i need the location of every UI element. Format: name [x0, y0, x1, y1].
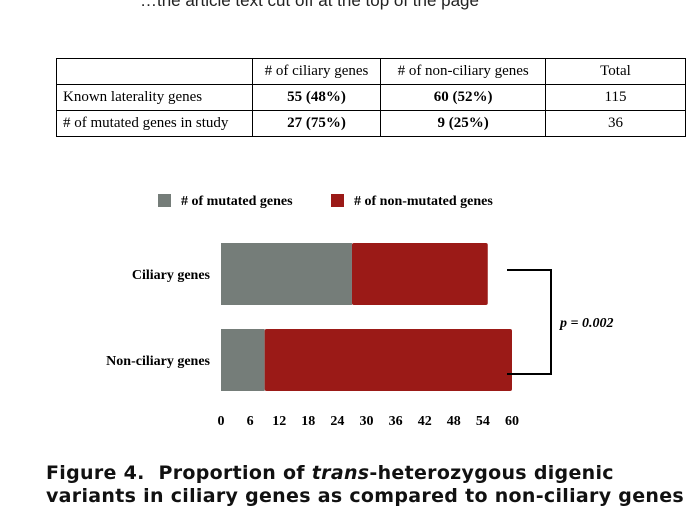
- bar-segment: [221, 329, 265, 391]
- table-row-label: # of mutated genes in study: [56, 110, 253, 137]
- table-row-label: Known laterality genes: [56, 84, 253, 111]
- x-tick-label: 12: [272, 414, 286, 429]
- caption-label: Figure 4.: [46, 462, 145, 484]
- x-tick-label: 42: [418, 414, 432, 429]
- table-header-cell: [56, 58, 253, 85]
- cut-off-text: …the article text cut off at the top of …: [0, 0, 686, 14]
- table-cell: 27 (75%): [251, 110, 382, 137]
- x-tick-label: 30: [360, 414, 374, 429]
- legend-label: # of mutated genes: [181, 194, 293, 209]
- table-cell: 9 (25%): [380, 110, 546, 137]
- stacked-bar-chart: # of mutated genes # of non-mutated genes…: [106, 194, 613, 429]
- legend-swatch: [331, 194, 344, 207]
- table-header-cell: # of ciliary genes: [251, 58, 382, 85]
- x-tick-label: 54: [476, 414, 490, 429]
- table-header-cell: Total: [544, 58, 686, 85]
- table-cell: 36: [544, 110, 686, 137]
- x-tick-label: 36: [389, 414, 403, 429]
- table-row: # of mutated genes in study 27 (75%) 9 (…: [56, 110, 686, 137]
- legend-label: # of non-mutated genes: [354, 194, 493, 209]
- x-tick-label: 24: [330, 414, 344, 429]
- category-label: Ciliary genes: [132, 268, 211, 283]
- category-label: Non-ciliary genes: [106, 354, 210, 369]
- x-tick-label: 0: [218, 414, 225, 429]
- legend-swatch: [158, 194, 171, 207]
- table-cell: 115: [544, 84, 686, 111]
- x-tick-label: 60: [505, 414, 519, 429]
- significance-bracket: [507, 269, 552, 375]
- caption-text-end: -heterozygous digenic variants in ciliar…: [46, 462, 685, 507]
- caption-italic-word: trans: [311, 462, 370, 484]
- table-header-row: # of ciliary genes # of non-ciliary gene…: [56, 58, 686, 85]
- table-row: Known laterality genes 55 (48%) 60 (52%)…: [56, 84, 686, 111]
- table-cell: 60 (52%): [380, 84, 546, 111]
- bar-segment: [221, 243, 352, 305]
- x-tick-label: 18: [301, 414, 315, 429]
- x-tick-label: 6: [247, 414, 254, 429]
- x-tick-label: 48: [447, 414, 461, 429]
- caption-text-start: Proportion of: [158, 462, 312, 484]
- cut-off-text-line: …the article text cut off at the top of …: [140, 0, 479, 10]
- bar-segment: [351, 243, 488, 305]
- table-cell: 55 (48%): [251, 84, 382, 111]
- bar-segment: [264, 329, 512, 391]
- p-value-annotation: p = 0.002: [559, 316, 613, 331]
- figure-caption: Figure 4. Proportion of trans-heterozygo…: [46, 462, 686, 508]
- table-header-cell: # of non-ciliary genes: [380, 58, 546, 85]
- gene-counts-table: # of ciliary genes # of non-ciliary gene…: [56, 58, 686, 137]
